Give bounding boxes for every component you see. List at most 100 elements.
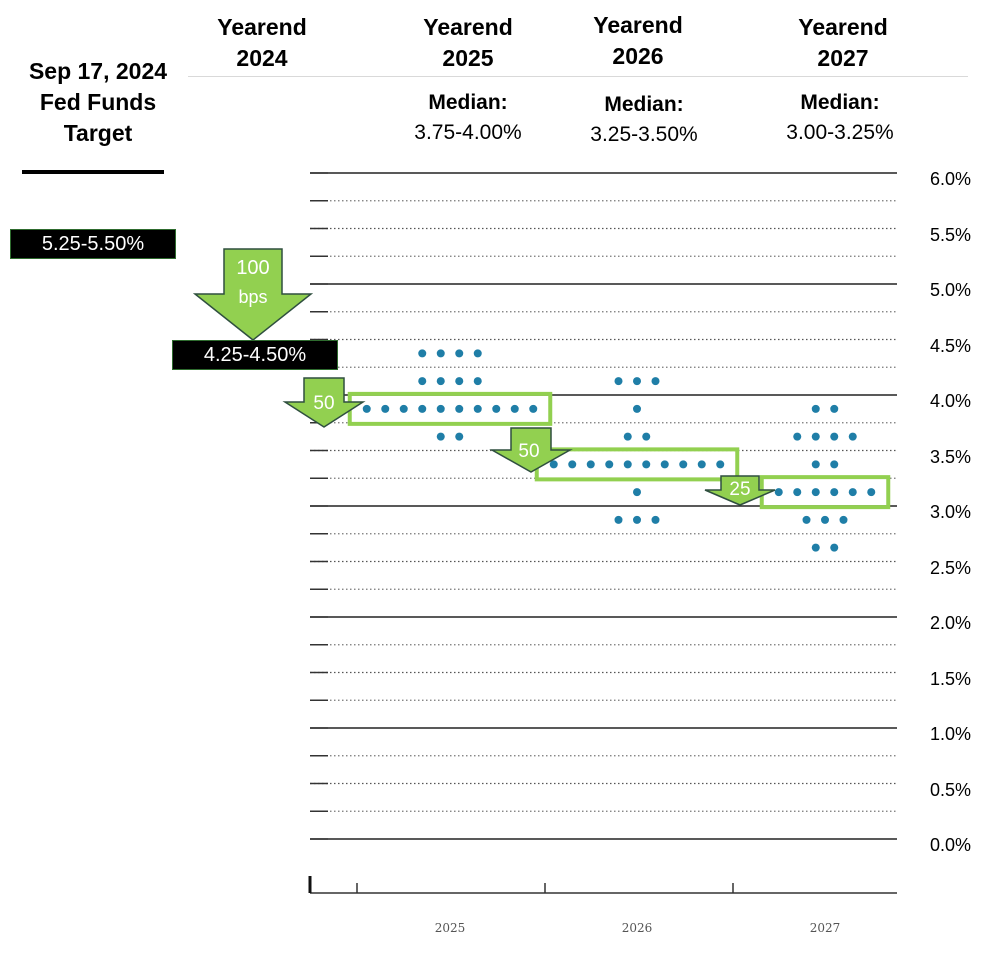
- x-tick-label-2025: 2025: [435, 921, 466, 935]
- col-2024-title1: Yearend: [217, 14, 307, 40]
- dot-2027: [867, 488, 876, 497]
- dot-2026: [623, 460, 632, 469]
- median-2025-value: 3.75-4.00%: [414, 121, 522, 144]
- dot-2027: [830, 460, 839, 469]
- dot-2026: [614, 377, 623, 386]
- cut-arrow-50bps-2025-label: 50: [313, 393, 334, 414]
- dot-2027: [811, 460, 820, 469]
- dot-2026: [716, 460, 725, 469]
- median-2026-value: 3.25-3.50%: [590, 123, 698, 146]
- left-panel-title-line1: Fed Funds: [39, 89, 157, 115]
- y-tick-label: 3.0%: [930, 502, 972, 522]
- y-tick-label: 3.5%: [930, 446, 972, 467]
- cut-arrow-25bps-2027-label: 25: [729, 479, 750, 500]
- col-2026-title1: Yearend: [593, 12, 683, 38]
- median-2026: Median: 3.25-3.50%: [564, 90, 724, 150]
- dot-2025: [473, 404, 482, 413]
- dot-2025: [399, 404, 408, 413]
- y-tick-label: 2.0%: [930, 613, 972, 633]
- dot-2027: [811, 543, 820, 552]
- target-2024-label: 4.25-4.50%: [172, 340, 338, 370]
- dot-2025: [455, 349, 464, 358]
- dot-2026: [586, 460, 595, 469]
- chart-dots: [362, 349, 876, 552]
- dot-2027: [830, 488, 839, 497]
- dot-2026: [651, 515, 660, 524]
- dot-2027: [802, 515, 811, 524]
- dot-2026: [633, 488, 641, 497]
- current-target-label: 5.25-5.50%: [10, 229, 176, 259]
- cut-arrow-25bps-2027: [704, 475, 776, 506]
- dot-2027: [848, 488, 857, 497]
- y-tick-label: 1.0%: [930, 724, 972, 744]
- median-2027-label: Median:: [800, 91, 880, 114]
- median-2026-label: Median:: [604, 93, 684, 116]
- left-panel-date: Sep 17, 2024: [28, 58, 168, 84]
- dot-2025: [381, 404, 390, 413]
- dot-2027: [811, 432, 820, 441]
- dot-2025: [436, 349, 445, 358]
- dot-2027: [848, 432, 857, 441]
- cut-arrow-100bps-unit: bps: [238, 287, 267, 307]
- col-2024-title2: 2024: [236, 45, 288, 71]
- y-tick-label: 0.5%: [930, 779, 972, 800]
- dot-2027: [793, 488, 802, 497]
- dot-2026: [642, 432, 651, 441]
- cut-arrow-50bps-2026-label: 50: [518, 441, 539, 462]
- cut-arrow-100bps: [192, 248, 314, 341]
- col-2027-title1: Yearend: [798, 14, 888, 40]
- col-2027-title2: 2027: [817, 45, 869, 71]
- median-2025: Median: 3.75-4.00%: [388, 88, 548, 148]
- cut-arrow-50bps-2025: [282, 377, 366, 428]
- dot-2027: [821, 515, 829, 524]
- x-tick-label-2027: 2027: [810, 921, 841, 935]
- y-tick-label: 2.5%: [930, 557, 972, 578]
- dot-2026: [633, 377, 641, 386]
- dot-2027: [774, 488, 783, 497]
- y-tick-label: 1.5%: [930, 668, 972, 689]
- y-tick-label: 6.0%: [930, 169, 972, 189]
- median-box-2025: [347, 391, 553, 426]
- dot-2025: [418, 377, 427, 386]
- dot-2026: [633, 404, 641, 413]
- dot-2025: [436, 404, 445, 413]
- dot-2027: [830, 543, 839, 552]
- median-2027-value: 3.00-3.25%: [786, 121, 894, 144]
- left-panel-underline: [22, 170, 164, 174]
- dot-2026: [633, 515, 641, 524]
- dot-2025: [455, 377, 464, 386]
- dot-2027: [839, 515, 848, 524]
- median-2027: Median: 3.00-3.25%: [760, 88, 920, 148]
- median-box-2026: [534, 447, 740, 482]
- y-tick-label: 4.5%: [930, 335, 972, 356]
- dot-2027: [811, 488, 820, 497]
- dot-2025: [455, 432, 464, 441]
- dot-2026: [697, 460, 706, 469]
- y-tick-label: 0.0%: [930, 835, 972, 855]
- dot-2025: [455, 404, 464, 413]
- y-tick-label: 5.0%: [930, 280, 972, 300]
- dot-2026: [679, 460, 688, 469]
- dot-2027: [793, 432, 802, 441]
- dot-2025: [529, 404, 538, 413]
- cut-arrow-50bps-2026: [489, 427, 573, 473]
- left-panel-title-line2: Target: [63, 120, 133, 146]
- cut-arrow-100bps-label: 100: [236, 257, 269, 279]
- dot-2026: [605, 460, 614, 469]
- dot-2026: [642, 460, 651, 469]
- col-2026-title2: 2026: [612, 43, 664, 69]
- dot-2026: [623, 432, 632, 441]
- dot-2026: [568, 460, 577, 469]
- dot-2025: [436, 432, 445, 441]
- dot-2025: [473, 349, 482, 358]
- dot-2025: [362, 404, 371, 413]
- header-rule: [188, 76, 968, 77]
- col-2025-title1: Yearend: [423, 14, 513, 40]
- y-tick-label: 4.0%: [930, 391, 972, 411]
- dot-2025: [473, 377, 482, 386]
- cut-arrows: 100 bps 50 50 25: [192, 248, 776, 506]
- y-tick-label: 5.5%: [930, 224, 972, 245]
- dot-2027: [830, 404, 839, 413]
- chart-x-axis: 2025 2026 2027: [308, 876, 897, 935]
